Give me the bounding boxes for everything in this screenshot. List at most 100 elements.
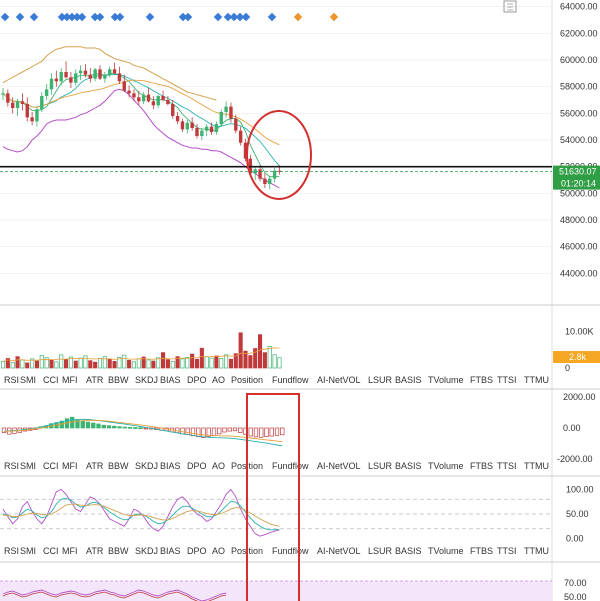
- indicator-tab-ttmu[interactable]: TTMU: [524, 461, 549, 471]
- fundflow-tick-label: 0.00: [563, 423, 581, 433]
- indicator-tab-smi[interactable]: SMI: [20, 375, 36, 385]
- price-tick-label: 58000.00: [560, 82, 598, 92]
- indicator-tab-dpo[interactable]: DPO: [187, 375, 207, 385]
- candle-body: [88, 74, 92, 79]
- fundflow-signal-line: [3, 418, 283, 447]
- fundflow-bar: [1, 427, 7, 433]
- indicator-tab-bias[interactable]: BIAS: [160, 375, 181, 385]
- indicator-tab-smi[interactable]: SMI: [20, 461, 36, 471]
- candle-body: [219, 112, 223, 124]
- volume-bar: [25, 362, 30, 369]
- indicator-tab-ttsi[interactable]: TTSI: [497, 546, 517, 556]
- price-tick-label: 50000.00: [560, 188, 598, 198]
- indicator-tab-basis[interactable]: BASIS: [395, 546, 422, 556]
- indicator-tab-fundflow[interactable]: Fundflow: [272, 461, 309, 471]
- volume-bar: [190, 353, 195, 369]
- signal-marker-blue: [267, 12, 277, 22]
- fundflow-bar: [232, 427, 238, 432]
- indicator-tab-cci[interactable]: CCI: [43, 375, 59, 385]
- volume-bar: [146, 359, 151, 369]
- indicator-tab-ftbs[interactable]: FTBS: [470, 375, 493, 385]
- indicator-tab-ttsi[interactable]: TTSI: [497, 461, 517, 471]
- annotation-ellipse[interactable]: [246, 110, 312, 200]
- indicator-tab-lsur[interactable]: LSUR: [368, 461, 393, 471]
- fundflow-axis: 2000.00 0.00 -2000.00: [557, 392, 596, 464]
- indicator-tab-tvolume[interactable]: TVolume: [428, 546, 464, 556]
- volume-bar: [194, 358, 200, 369]
- indicator-tab-tvolume[interactable]: TVolume: [428, 375, 464, 385]
- indicator-tab-lsur[interactable]: LSUR: [368, 375, 393, 385]
- indicator-tab-ftbs[interactable]: FTBS: [470, 546, 493, 556]
- volume-bar: [88, 360, 93, 369]
- price-tick-label: 48000.00: [560, 215, 598, 225]
- volume-bar: [156, 357, 161, 369]
- indicator-tab-ttmu[interactable]: TTMU: [524, 546, 549, 556]
- indicator-tab-mfi[interactable]: MFI: [62, 546, 78, 556]
- indicator-tab-bbw[interactable]: BBW: [108, 375, 129, 385]
- indicator-tab-rsi[interactable]: RSI: [4, 375, 19, 385]
- indicator-tab-dpo[interactable]: DPO: [187, 461, 207, 471]
- fundflow-bar: [96, 423, 101, 429]
- indicator-tab-cci[interactable]: CCI: [43, 461, 59, 471]
- candle-body: [54, 78, 59, 82]
- indicator-tab-ftbs[interactable]: FTBS: [470, 461, 493, 471]
- volume-bar: [277, 357, 282, 369]
- indicator-tab-atr[interactable]: ATR: [86, 375, 104, 385]
- fundflow-bar: [196, 427, 201, 438]
- indicator-tab-smi[interactable]: SMI: [20, 546, 36, 556]
- rsi-overbought-zone: [0, 581, 552, 601]
- candle-body: [268, 178, 272, 184]
- indicator-tab-ttsi[interactable]: TTSI: [497, 375, 517, 385]
- indicator-tab-atr[interactable]: ATR: [86, 546, 104, 556]
- annotation-rectangle[interactable]: [246, 393, 300, 601]
- candle-body: [272, 170, 277, 179]
- indicator-tab-basis[interactable]: BASIS: [395, 461, 422, 471]
- indicator-tab-lsur[interactable]: LSUR: [368, 546, 393, 556]
- indicator-tab-ai-netvol[interactable]: AI-NetVOL: [317, 375, 361, 385]
- indicator-tab-skdj[interactable]: SKDJ: [135, 461, 158, 471]
- candle-body: [171, 104, 175, 116]
- candle-body: [69, 77, 73, 83]
- indicator-tab-tvolume[interactable]: TVolume: [428, 461, 464, 471]
- volume-bar: [93, 361, 98, 369]
- candle-body: [103, 74, 107, 79]
- indicator-tab-basis[interactable]: BASIS: [395, 375, 422, 385]
- indicator-tab-mfi[interactable]: MFI: [62, 461, 78, 471]
- fundflow-bar: [238, 427, 243, 433]
- indicator-tab-bias[interactable]: BIAS: [160, 461, 181, 471]
- indicator-tab-bias[interactable]: BIAS: [160, 546, 181, 556]
- indicator-tab-bbw[interactable]: BBW: [108, 546, 129, 556]
- indicator-tab-skdj[interactable]: SKDJ: [135, 546, 158, 556]
- volume-bar: [5, 358, 10, 369]
- indicator-tab-rsi[interactable]: RSI: [4, 461, 19, 471]
- volume-bar: [102, 356, 107, 369]
- indicator-tab-skdj[interactable]: SKDJ: [135, 375, 158, 385]
- indicator-tab-atr[interactable]: ATR: [86, 461, 104, 471]
- indicator-tab-ao[interactable]: AO: [212, 461, 225, 471]
- volume-bar: [170, 361, 175, 369]
- volume-bar: [180, 358, 185, 369]
- fundflow-bar: [133, 427, 138, 429]
- candle-body: [141, 94, 146, 102]
- oscillator-tick-label: 0.00: [566, 534, 584, 544]
- indicator-tab-mfi[interactable]: MFI: [62, 375, 78, 385]
- indicator-tab-fundflow[interactable]: Fundflow: [272, 375, 309, 385]
- volume-bar: [267, 346, 272, 369]
- indicator-tab-position[interactable]: Position: [231, 375, 263, 385]
- indicator-tab-ttmu[interactable]: TTMU: [524, 375, 549, 385]
- indicator-tab-dpo[interactable]: DPO: [187, 546, 207, 556]
- price-tick-label: 60000.00: [560, 55, 598, 65]
- signal-marker-orange: [293, 12, 303, 22]
- indicator-tab-ai-netvol[interactable]: AI-NetVOL: [317, 546, 361, 556]
- indicator-tab-bbw[interactable]: BBW: [108, 461, 129, 471]
- indicator-tab-ai-netvol[interactable]: AI-NetVOL: [317, 461, 361, 471]
- indicator-tab-fundflow[interactable]: Fundflow: [272, 546, 309, 556]
- settings-icon[interactable]: [503, 0, 517, 13]
- indicator-tab-ao[interactable]: AO: [212, 546, 225, 556]
- volume-bar: [214, 355, 219, 369]
- indicator-tab-ao[interactable]: AO: [212, 375, 225, 385]
- indicator-tab-rsi[interactable]: RSI: [4, 546, 19, 556]
- candle-body: [190, 122, 194, 128]
- indicator-tab-cci[interactable]: CCI: [43, 546, 59, 556]
- volume-bar: [136, 358, 141, 369]
